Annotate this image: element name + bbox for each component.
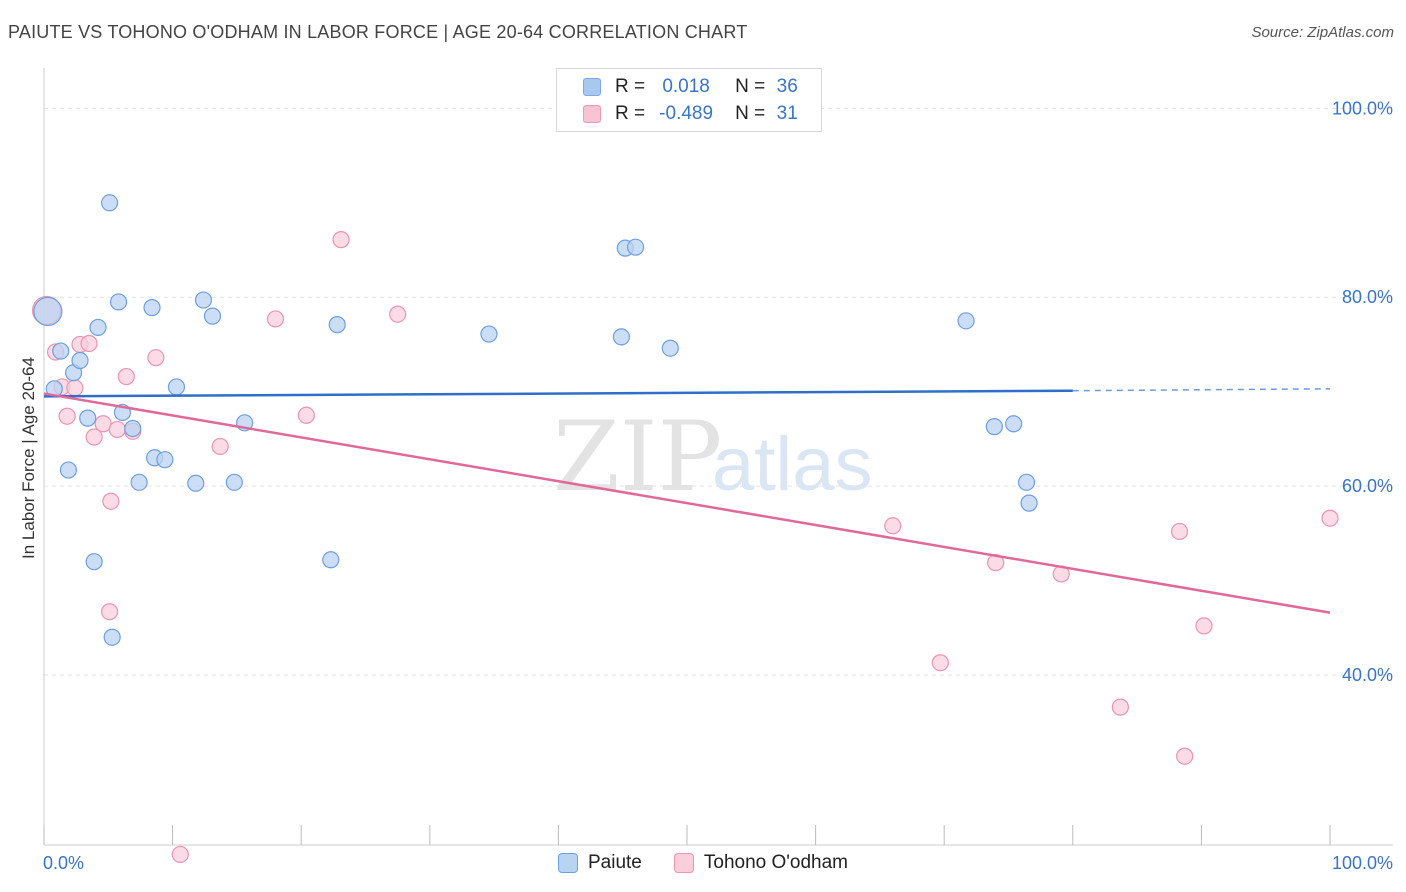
paiute-point-0[interactable] bbox=[33, 296, 63, 326]
tohono-point-16[interactable] bbox=[211, 437, 229, 456]
y-tick-label-0: 100.0% bbox=[1332, 98, 1393, 118]
paiute-point-11[interactable] bbox=[109, 293, 128, 311]
paiute-point-2[interactable] bbox=[52, 342, 70, 360]
paiute-swatch bbox=[583, 78, 601, 96]
tohono-point-4[interactable] bbox=[66, 379, 84, 397]
tohono-point-14[interactable] bbox=[147, 349, 165, 367]
paiute-point-32[interactable] bbox=[985, 418, 1003, 436]
stats-row-paiute: R = 0.018 N = 36 bbox=[583, 74, 809, 100]
paiute-point-35[interactable] bbox=[1020, 494, 1038, 512]
stats-legend: R = 0.018 N = 36 R = -0.489 N = 31 bbox=[556, 68, 822, 132]
tohono-point-3[interactable] bbox=[58, 407, 76, 425]
n-value: 31 bbox=[776, 103, 798, 124]
tohono-point-12[interactable] bbox=[117, 367, 135, 386]
tohono-point-27[interactable] bbox=[1170, 522, 1189, 541]
watermark: ZIP atlas bbox=[553, 401, 873, 513]
legend-item-tohono[interactable]: Tohono O'odham bbox=[673, 852, 848, 874]
x-axis bbox=[43, 68, 1393, 846]
watermark-atlas: atlas bbox=[712, 422, 873, 507]
paiute-point-13[interactable] bbox=[124, 419, 142, 438]
paiute-trend-line bbox=[43, 389, 1073, 398]
source-label: Source: ZipAtlas.com bbox=[1251, 24, 1394, 41]
r-value: -0.489 bbox=[659, 103, 714, 124]
tohono-point-22[interactable] bbox=[884, 517, 902, 535]
r-label: R = bbox=[615, 103, 646, 124]
y-tick-labels: 100.0% 80.0% 60.0% 40.0% bbox=[1332, 98, 1393, 685]
paiute-point-7[interactable] bbox=[85, 553, 103, 571]
n-value: 36 bbox=[776, 76, 798, 97]
tohono-swatch bbox=[583, 105, 601, 123]
paiute-point-26[interactable] bbox=[480, 325, 498, 343]
paiute-point-10[interactable] bbox=[103, 628, 121, 646]
tohono-point-18[interactable] bbox=[297, 406, 315, 424]
paiute-point-5[interactable] bbox=[71, 351, 89, 370]
x-tick-max: 100.0% bbox=[1332, 853, 1393, 873]
tohono-point-9[interactable] bbox=[102, 492, 120, 510]
paiute-point-29[interactable] bbox=[626, 238, 645, 256]
tohono-trend-line bbox=[43, 392, 1331, 614]
tohono-point-29[interactable] bbox=[1195, 617, 1213, 635]
tohono-point-30[interactable] bbox=[1321, 509, 1339, 527]
paiute-point-34[interactable] bbox=[1017, 473, 1036, 491]
paiute-point-24[interactable] bbox=[328, 316, 346, 334]
y-tick-label-3: 40.0% bbox=[1342, 665, 1393, 685]
paiute-point-31[interactable] bbox=[957, 312, 975, 330]
chart-title: PAIUTE VS TOHONO O'ODHAM IN LABOR FORCE … bbox=[8, 22, 748, 42]
tohono-point-23[interactable] bbox=[931, 654, 949, 672]
trend-lines bbox=[43, 388, 1331, 614]
tohono-point-10[interactable] bbox=[100, 603, 119, 621]
paiute-point-21[interactable] bbox=[203, 307, 222, 325]
paiute-point-8[interactable] bbox=[89, 318, 107, 337]
tohono-point-19[interactable] bbox=[332, 231, 350, 249]
paiute-point-17[interactable] bbox=[156, 451, 174, 469]
paiute-point-25[interactable] bbox=[322, 551, 340, 569]
tohono-point-17[interactable] bbox=[266, 310, 285, 328]
tohono-point-20[interactable] bbox=[389, 305, 407, 323]
tohono-legend-swatch bbox=[673, 853, 694, 873]
paiute-point-30[interactable] bbox=[661, 339, 679, 357]
paiute-point-27[interactable] bbox=[612, 328, 631, 346]
series-legend: Paiute Tohono O'odham bbox=[0, 852, 1406, 874]
watermark-zip: ZIP bbox=[553, 401, 722, 513]
paiute-point-15[interactable] bbox=[143, 299, 161, 317]
n-label: N = bbox=[735, 103, 766, 124]
paiute-point-14[interactable] bbox=[130, 473, 148, 491]
paiute-legend-swatch bbox=[558, 853, 578, 873]
tohono-point-15[interactable] bbox=[171, 845, 189, 864]
paiute-point-18[interactable] bbox=[167, 378, 186, 396]
tohono-point-28[interactable] bbox=[1176, 747, 1194, 765]
tohono-point-11[interactable] bbox=[108, 420, 126, 439]
tohono-point-6[interactable] bbox=[80, 334, 98, 353]
x-tick-min: 0.0% bbox=[43, 853, 84, 873]
paiute-point-19[interactable] bbox=[187, 474, 205, 492]
legend-label-tohono: Tohono O'odham bbox=[703, 852, 848, 873]
paiute-point-3[interactable] bbox=[59, 461, 78, 479]
legend-item-paiute[interactable]: Paiute bbox=[558, 852, 642, 874]
paiute-point-6[interactable] bbox=[79, 409, 97, 427]
legend-label-paiute: Paiute bbox=[588, 852, 642, 873]
r-value: 0.018 bbox=[662, 76, 710, 97]
n-label: N = bbox=[735, 76, 766, 97]
paiute-point-9[interactable] bbox=[100, 194, 119, 212]
y-axis-label: In Labor Force | Age 20-64 bbox=[19, 357, 38, 559]
paiute-point-33[interactable] bbox=[1005, 415, 1023, 433]
y-tick-label-1: 80.0% bbox=[1342, 287, 1393, 307]
tohono-point-7[interactable] bbox=[85, 428, 103, 446]
y-tick-label-2: 60.0% bbox=[1342, 476, 1393, 496]
tohono-point-26[interactable] bbox=[1111, 698, 1129, 716]
r-label: R = bbox=[615, 76, 646, 97]
paiute-point-20[interactable] bbox=[194, 291, 213, 309]
paiute-trend-extension bbox=[1072, 388, 1331, 392]
paiute-point-22[interactable] bbox=[225, 473, 243, 491]
stats-row-tohono: R = -0.489 N = 31 bbox=[583, 101, 809, 127]
paiute-points bbox=[33, 194, 1038, 646]
